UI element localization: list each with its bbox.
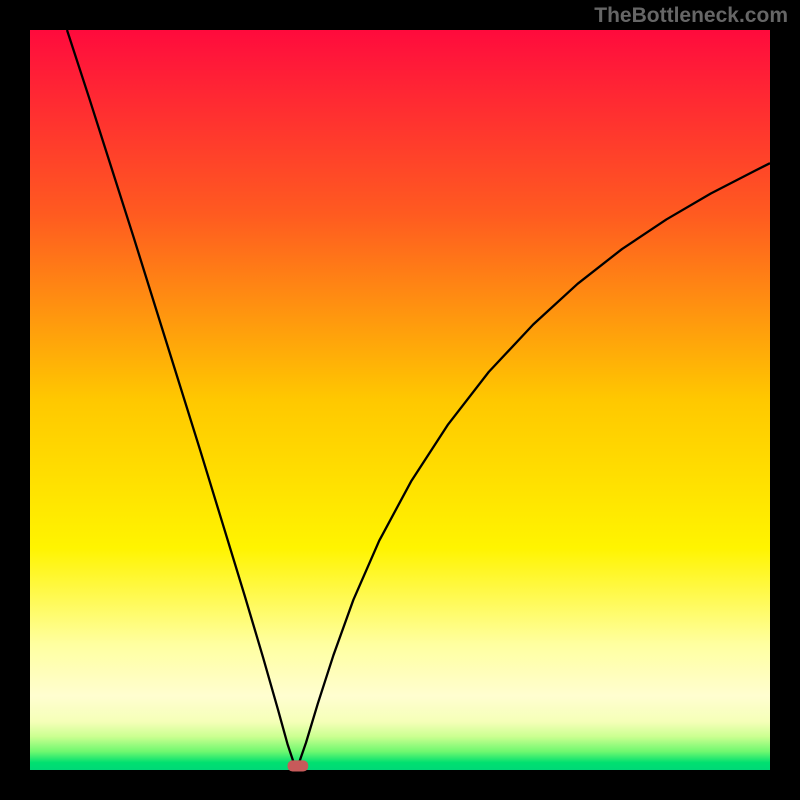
optimal-marker: [288, 760, 309, 771]
chart-frame: TheBottleneck.com: [0, 0, 800, 800]
watermark-text: TheBottleneck.com: [594, 4, 788, 28]
plot-background: [30, 30, 770, 770]
bottleneck-chart: [0, 0, 800, 800]
